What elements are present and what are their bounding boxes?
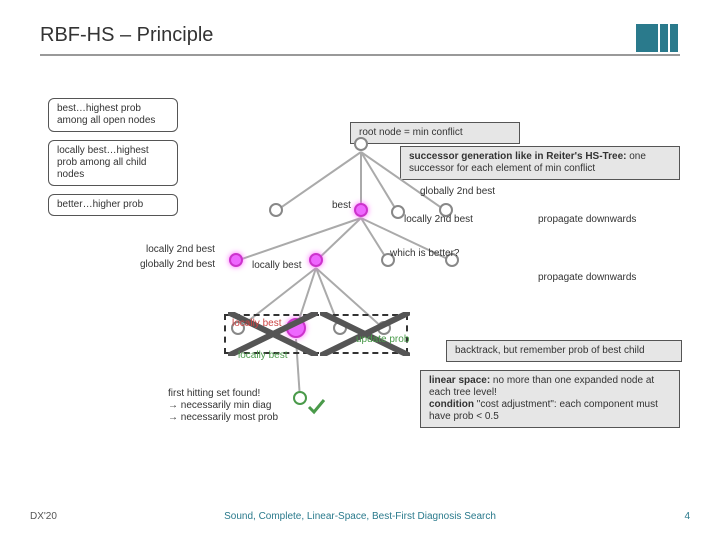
a7: globally 2nd best [140, 259, 215, 271]
footer-center: Sound, Complete, Linear-Space, Best-Firs… [0, 511, 720, 522]
tree-node [391, 205, 405, 219]
check-icon [306, 396, 322, 412]
a12: update prob [356, 334, 409, 346]
c2: successor generation like in Reiter's HS… [400, 146, 680, 180]
tree-node [354, 203, 368, 217]
tree-node [293, 391, 307, 405]
lb1: best…highest prob among all open nodes [48, 98, 178, 132]
a4: propagate downwards [538, 214, 636, 226]
tree-node [354, 137, 368, 151]
tree-edge [236, 217, 362, 262]
a13: first hitting set found!→ necessarily mi… [168, 388, 278, 424]
a9: propagate downwards [538, 272, 636, 284]
a5: which is better? [390, 248, 459, 260]
a11: locally best [238, 350, 287, 362]
c4: linear space: no more than one expanded … [420, 370, 680, 428]
logo-icon [636, 24, 680, 52]
lb3: better…higher prob [48, 194, 178, 216]
a1: globally 2nd best [420, 186, 495, 198]
slide: RBF-HS – Principle best…highest prob amo… [0, 0, 720, 540]
footer-page: 4 [684, 511, 690, 522]
a8: locally best [252, 260, 301, 272]
a3: locally 2nd best [404, 214, 473, 226]
c1: root node = min conflict [350, 122, 520, 144]
title-underline [40, 54, 680, 56]
a10: locally best [232, 318, 281, 330]
slide-title: RBF-HS – Principle [40, 24, 680, 47]
a2: best [332, 200, 351, 212]
tree-node [309, 253, 323, 267]
tree-node [269, 203, 283, 217]
tree-node [229, 253, 243, 267]
a6: locally 2nd best [146, 244, 215, 256]
title-bar: RBF-HS – Principle [40, 24, 680, 47]
lb2: locally best…highest prob among all chil… [48, 140, 178, 186]
c3: backtrack, but remember prob of best chi… [446, 340, 682, 362]
